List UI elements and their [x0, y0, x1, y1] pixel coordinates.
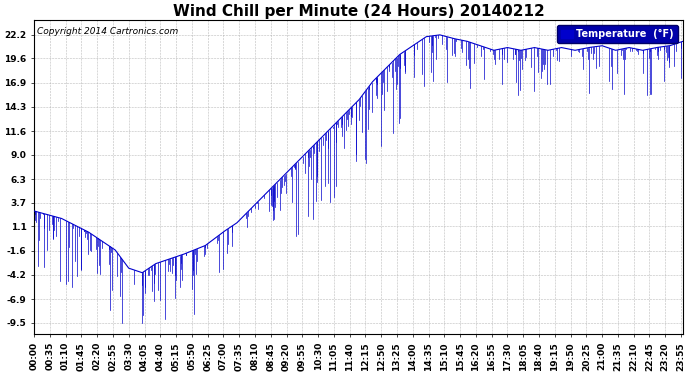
Legend: Temperature  (°F): Temperature (°F) — [557, 25, 678, 43]
Title: Wind Chill per Minute (24 Hours) 20140212: Wind Chill per Minute (24 Hours) 2014021… — [172, 4, 544, 19]
Text: Copyright 2014 Cartronics.com: Copyright 2014 Cartronics.com — [37, 27, 179, 36]
